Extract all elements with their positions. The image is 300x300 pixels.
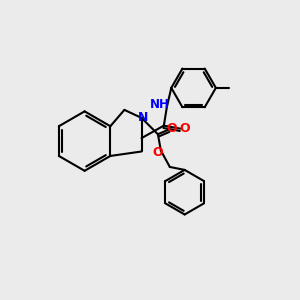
Text: NH: NH	[150, 98, 170, 111]
Text: O: O	[152, 146, 163, 159]
Text: O: O	[167, 122, 177, 135]
Text: O: O	[179, 122, 190, 135]
Text: N: N	[138, 111, 148, 124]
